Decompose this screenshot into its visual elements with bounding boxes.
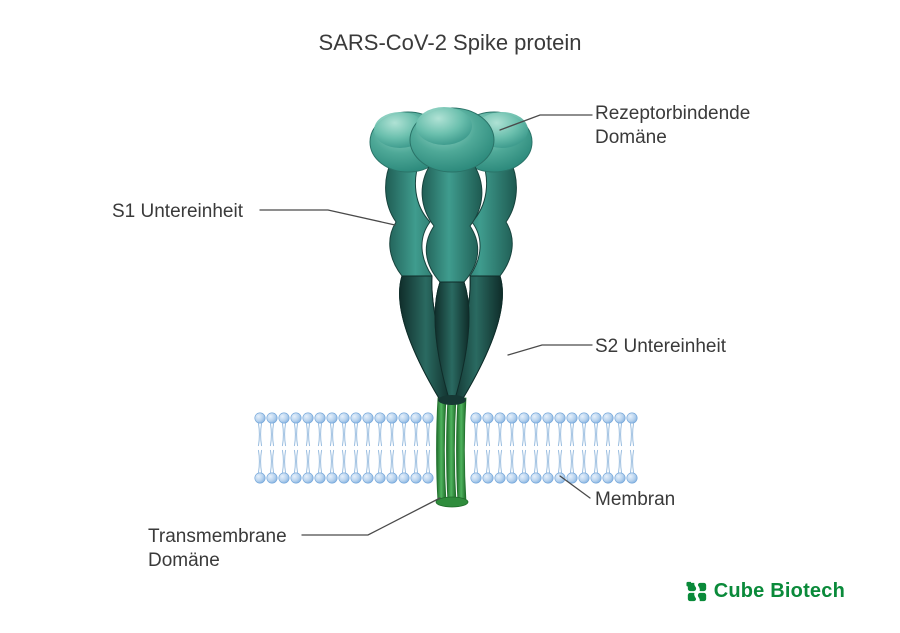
label-tm: Transmembrane Domäne bbox=[148, 525, 287, 573]
cube-icon bbox=[686, 581, 708, 603]
label-membrane: Membran bbox=[595, 488, 675, 512]
brand-name: Cube Biotech bbox=[714, 580, 845, 603]
label-s2: S2 Untereinheit bbox=[595, 335, 726, 359]
brand-logo: Cube Biotech bbox=[686, 580, 845, 603]
label-s1: S1 Untereinheit bbox=[112, 200, 243, 224]
label-rbd: Rezeptorbindende Domäne bbox=[595, 102, 750, 150]
spike-protein bbox=[370, 107, 532, 405]
transmembrane-domain bbox=[436, 398, 468, 507]
diagram-svg bbox=[0, 0, 900, 633]
